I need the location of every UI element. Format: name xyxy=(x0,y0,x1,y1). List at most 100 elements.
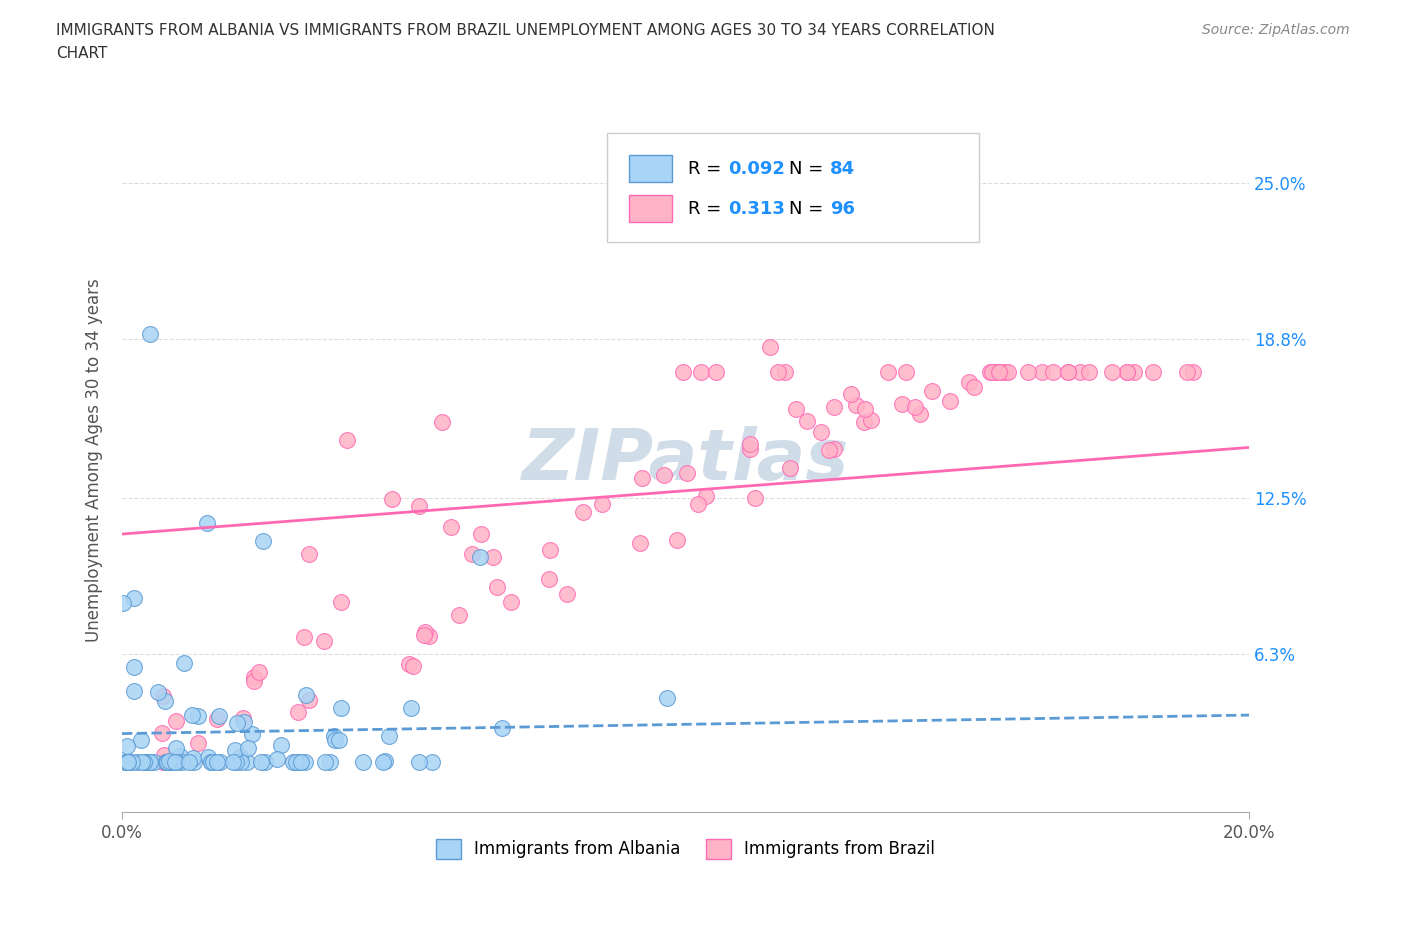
Immigrants from Brazil xyxy=(1122,365,1144,379)
Immigrants from Albania xyxy=(318,754,340,769)
Immigrants from Brazil xyxy=(628,536,651,551)
Immigrants from Albania xyxy=(294,754,316,769)
Immigrants from Albania xyxy=(195,515,218,530)
Immigrants from Brazil xyxy=(165,713,187,728)
Immigrants from Brazil xyxy=(672,365,695,379)
Immigrants from Brazil xyxy=(1057,365,1080,379)
Immigrants from Brazil xyxy=(150,725,173,740)
Immigrants from Albania xyxy=(146,684,169,699)
Immigrants from Brazil xyxy=(152,754,174,769)
Immigrants from Albania xyxy=(468,550,491,565)
Immigrants from Brazil xyxy=(470,526,492,541)
Immigrants from Albania xyxy=(228,750,250,764)
Immigrants from Brazil xyxy=(461,547,484,562)
Immigrants from Brazil xyxy=(1142,365,1164,379)
Immigrants from Albania xyxy=(290,754,312,769)
Text: 0.092: 0.092 xyxy=(728,160,786,178)
Immigrants from Brazil xyxy=(779,460,801,475)
Immigrants from Brazil xyxy=(402,658,425,673)
Immigrants from Albania xyxy=(180,708,202,723)
Immigrants from Albania xyxy=(371,754,394,769)
Immigrants from Brazil xyxy=(247,664,270,679)
Immigrants from Brazil xyxy=(921,383,943,398)
Text: IMMIGRANTS FROM ALBANIA VS IMMIGRANTS FROM BRAZIL UNEMPLOYMENT AMONG AGES 30 TO : IMMIGRANTS FROM ALBANIA VS IMMIGRANTS FR… xyxy=(56,23,995,38)
Immigrants from Brazil xyxy=(499,594,522,609)
Immigrants from Brazil xyxy=(329,595,352,610)
Immigrants from Albania xyxy=(181,751,204,765)
Immigrants from Brazil xyxy=(740,442,762,457)
Immigrants from Brazil xyxy=(292,630,315,644)
Text: Source: ZipAtlas.com: Source: ZipAtlas.com xyxy=(1202,23,1350,37)
Immigrants from Brazil xyxy=(440,519,463,534)
Immigrants from Brazil xyxy=(1115,365,1137,379)
Immigrants from Brazil xyxy=(1101,365,1123,379)
Immigrants from Brazil xyxy=(744,490,766,505)
Immigrants from Brazil xyxy=(336,432,359,447)
Immigrants from Albania xyxy=(122,591,145,605)
Immigrants from Albania xyxy=(114,754,136,769)
Immigrants from Brazil xyxy=(652,468,675,483)
Immigrants from Albania xyxy=(252,533,274,548)
Immigrants from Albania xyxy=(156,754,179,769)
Immigrants from Albania xyxy=(378,729,401,744)
Immigrants from Brazil xyxy=(418,629,440,644)
Immigrants from Albania xyxy=(115,738,138,753)
Immigrants from Brazil xyxy=(398,657,420,671)
Immigrants from Brazil xyxy=(1077,365,1099,379)
Immigrants from Brazil xyxy=(413,624,436,639)
Text: CHART: CHART xyxy=(56,46,108,61)
Immigrants from Brazil xyxy=(759,339,782,354)
Text: N =: N = xyxy=(789,200,830,218)
Immigrants from Brazil xyxy=(768,365,790,379)
Immigrants from Albania xyxy=(266,751,288,766)
Immigrants from Brazil xyxy=(845,397,868,412)
Immigrants from Brazil xyxy=(630,471,652,485)
Immigrants from Brazil xyxy=(152,688,174,703)
Immigrants from Albania xyxy=(160,754,183,769)
Immigrants from Brazil xyxy=(591,497,613,512)
Immigrants from Brazil xyxy=(297,693,319,708)
Immigrants from Albania xyxy=(183,754,205,769)
Immigrants from Albania xyxy=(314,754,336,769)
Immigrants from Albania xyxy=(159,754,181,769)
Immigrants from Albania xyxy=(173,656,195,671)
Immigrants from Brazil xyxy=(908,407,931,422)
Immigrants from Brazil xyxy=(1042,365,1064,379)
Immigrants from Albania xyxy=(202,754,225,769)
Immigrants from Brazil xyxy=(839,386,862,401)
Immigrants from Albania xyxy=(121,754,143,769)
Immigrants from Albania xyxy=(374,753,396,768)
Immigrants from Albania xyxy=(139,327,162,342)
Immigrants from Brazil xyxy=(153,747,176,762)
Immigrants from Albania xyxy=(205,754,228,769)
Immigrants from Brazil xyxy=(690,365,713,379)
Immigrants from Albania xyxy=(187,709,209,724)
Immigrants from Brazil xyxy=(676,465,699,480)
Immigrants from Brazil xyxy=(894,365,917,379)
Immigrants from Brazil xyxy=(485,579,508,594)
Immigrants from Albania xyxy=(285,754,308,769)
Immigrants from Albania xyxy=(166,754,188,769)
Immigrants from Brazil xyxy=(1031,365,1053,379)
Y-axis label: Unemployment Among Ages 30 to 34 years: Unemployment Among Ages 30 to 34 years xyxy=(86,278,103,642)
Immigrants from Brazil xyxy=(890,397,912,412)
Text: N =: N = xyxy=(789,160,830,178)
Immigrants from Brazil xyxy=(1056,365,1078,379)
Immigrants from Brazil xyxy=(1017,365,1039,379)
Immigrants from Albania xyxy=(295,687,318,702)
Immigrants from Brazil xyxy=(988,365,1011,379)
Immigrants from Brazil xyxy=(810,424,832,439)
Immigrants from Brazil xyxy=(984,365,1007,379)
Immigrants from Brazil xyxy=(287,704,309,719)
Immigrants from Albania xyxy=(209,754,232,769)
FancyBboxPatch shape xyxy=(630,195,672,222)
Immigrants from Brazil xyxy=(312,633,335,648)
Immigrants from Albania xyxy=(224,742,246,757)
Immigrants from Brazil xyxy=(1181,365,1204,379)
Immigrants from Albania xyxy=(163,754,186,769)
Immigrants from Brazil xyxy=(686,497,709,512)
Immigrants from Albania xyxy=(165,741,187,756)
Immigrants from Albania xyxy=(138,754,160,769)
Immigrants from Albania xyxy=(655,691,678,706)
Immigrants from Albania xyxy=(157,753,180,768)
